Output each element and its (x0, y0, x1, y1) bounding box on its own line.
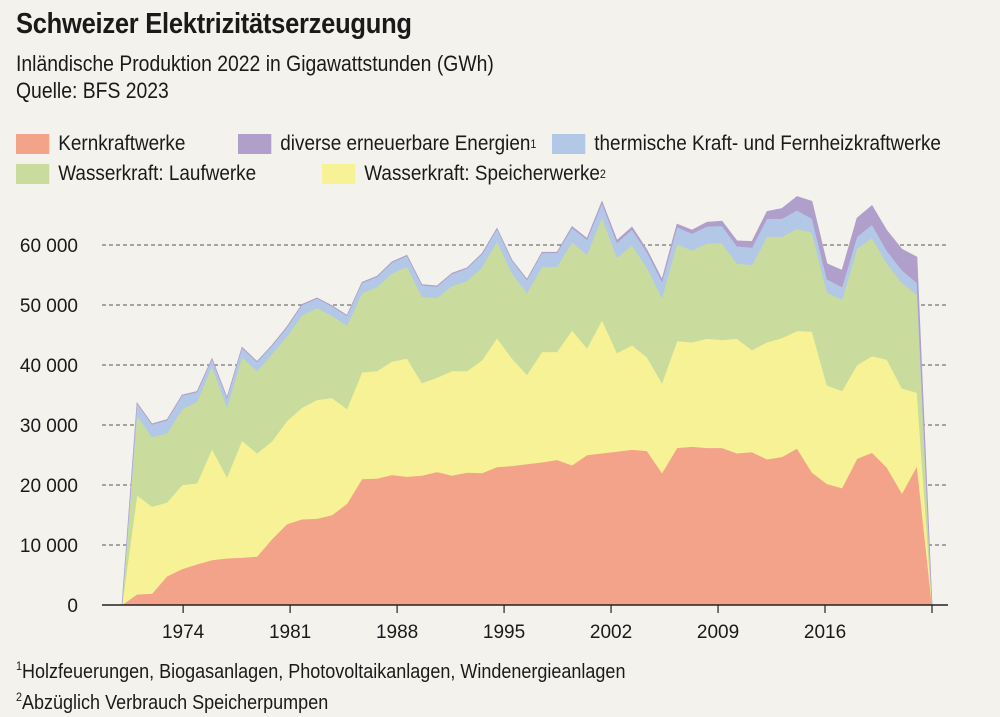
footnote-2: 2Abzüglich Verbrauch Speicherpumpen (16, 685, 625, 716)
x-tick-label-1995: 1995 (483, 622, 525, 643)
legend-swatch-laufwerke (16, 164, 50, 184)
legend-label-kernkraftwerke: Kernkraftwerke (58, 132, 186, 155)
legend-label-speicherwerke: Wasserkraft: Speicherwerke (364, 162, 600, 185)
y-tick-label-30000: 30 000 (20, 416, 78, 437)
x-tick-label-2016: 2016 (804, 622, 846, 643)
y-tick-labels: 0 10 000 20 000 30 000 40 000 50 000 60 000 (20, 236, 78, 617)
legend-row-1: Kernkraftwerke diverse erneuerbare Energ… (16, 132, 996, 162)
legend-label-diverse-erneuerbare: diverse erneuerbare Energien (280, 132, 531, 155)
legend-sup-1: 1 (530, 137, 537, 151)
y-tick-label-20000: 20 000 (20, 476, 78, 497)
subtitle-text: Inländische Produktion 2022 in Gigawatts… (16, 51, 494, 76)
legend-sup-2: 2 (599, 167, 606, 181)
legend-item-diverse-erneuerbare: diverse erneuerbare Energien 1 (238, 132, 536, 156)
legend-item-laufwerke: Wasserkraft: Laufwerke (16, 162, 256, 186)
legend: Kernkraftwerke diverse erneuerbare Energ… (16, 132, 996, 192)
y-tick-label-40000: 40 000 (20, 356, 78, 377)
y-tick-label-50000: 50 000 (20, 296, 78, 317)
footnotes: 1Holzfeuerungen, Biogasanlagen, Photovol… (16, 654, 625, 716)
legend-swatch-thermische (552, 134, 586, 154)
legend-swatch-kernkraftwerke (16, 134, 50, 154)
footnote-2-text: Abzüglich Verbrauch Speicherpumpen (22, 692, 329, 714)
x-tick-labels: 1974 1981 1988 1995 2002 2009 2016 (162, 622, 846, 643)
area-series (121, 196, 933, 606)
x-tick-label-2009: 2009 (697, 622, 739, 643)
footnote-1-text: Holzfeuerungen, Biogasanlagen, Photovolt… (22, 661, 626, 683)
legend-row-2: Wasserkraft: Laufwerke Wasserkraft: Spei… (16, 162, 996, 192)
y-tick-label-0: 0 (67, 596, 78, 617)
x-tick-label-1981: 1981 (269, 622, 311, 643)
chart-subtitle: Inländische Produktion 2022 in Gigawatts… (16, 50, 494, 104)
legend-item-thermische: thermische Kraft- und Fernheizkraftwerke (552, 132, 941, 156)
axes (102, 604, 948, 613)
legend-item-kernkraftwerke: Kernkraftwerke (16, 132, 185, 156)
y-tick-label-60000: 60 000 (20, 236, 78, 257)
source-text: Quelle: BFS 2023 (16, 78, 169, 103)
legend-swatch-speicherwerke (322, 164, 356, 184)
legend-label-thermische: thermische Kraft- und Fernheizkraftwerke (594, 132, 941, 155)
y-tick-label-10000: 10 000 (20, 536, 78, 557)
chart-title: Schweizer Elektrizitätserzeugung (16, 8, 412, 40)
legend-item-speicherwerke: Wasserkraft: Speicherwerke 2 (322, 162, 606, 186)
footnote-2-sup: 2 (16, 690, 23, 704)
legend-swatch-diverse-erneuerbare (238, 134, 272, 154)
footnote-1: 1Holzfeuerungen, Biogasanlagen, Photovol… (16, 654, 625, 685)
legend-label-laufwerke: Wasserkraft: Laufwerke (58, 162, 257, 185)
x-tick-label-1974: 1974 (162, 622, 205, 643)
footnote-1-sup: 1 (16, 659, 23, 673)
x-tick-label-1988: 1988 (376, 622, 418, 643)
x-tick-label-2002: 2002 (590, 622, 632, 643)
